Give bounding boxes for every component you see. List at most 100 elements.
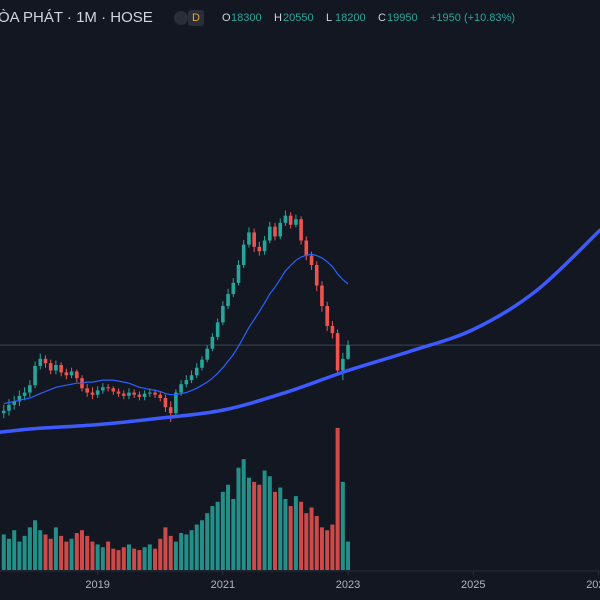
volume-bar <box>69 538 74 570</box>
volume-bar <box>335 427 340 570</box>
volume-bar <box>330 524 335 570</box>
volume-bar <box>158 538 163 570</box>
volume-bar <box>200 520 205 570</box>
volume-bar <box>241 459 246 570</box>
volume-bar <box>215 501 220 570</box>
candle-body <box>335 333 340 371</box>
volume-bar <box>12 530 17 570</box>
x-tick-label: 2021 <box>211 579 235 591</box>
volume-bar <box>184 534 189 570</box>
candle-body <box>262 240 267 252</box>
candle-body <box>111 388 116 392</box>
volume-bar <box>304 513 309 570</box>
volume-bar <box>153 548 158 570</box>
volume-bar <box>262 470 267 570</box>
volume-bar <box>278 487 283 570</box>
candle-body <box>116 391 121 394</box>
candle-body <box>236 265 241 283</box>
icon[interactable] <box>174 11 188 25</box>
candle-body <box>194 367 199 376</box>
badge-bg[interactable] <box>188 10 204 26</box>
x-tick-label: 2027 <box>586 579 600 591</box>
candle-body <box>12 401 17 405</box>
candle-body <box>43 358 48 364</box>
volume-bar <box>325 530 330 570</box>
volume-bar <box>126 544 131 570</box>
moving-average <box>3 253 349 405</box>
candle-body <box>168 407 173 414</box>
candle-body <box>54 364 58 371</box>
volume-bar <box>27 527 32 570</box>
x-tick-label: 2023 <box>336 579 360 591</box>
volume-bar <box>236 467 241 570</box>
candle-body <box>153 392 157 395</box>
volume-bar <box>95 544 100 570</box>
volume-bar <box>168 535 173 570</box>
badge[interactable]: D <box>192 12 200 24</box>
candle-body <box>127 392 131 396</box>
volume-bar <box>59 535 64 570</box>
volume-bar <box>48 538 53 570</box>
volume-bar <box>116 550 121 570</box>
volume-bar <box>106 541 111 570</box>
volume-bar <box>314 516 319 570</box>
candle-body <box>85 388 89 393</box>
volume-bar <box>309 507 314 570</box>
candle-body <box>48 363 53 371</box>
ohlc-value: 18300 <box>231 12 262 24</box>
volume-bar <box>53 527 58 570</box>
candle-body <box>314 265 319 286</box>
candle-body <box>294 219 298 225</box>
candle-body <box>309 255 314 266</box>
volume-bar <box>299 501 304 570</box>
volume-bar <box>173 541 178 570</box>
trend-curve <box>0 228 600 434</box>
candle-body <box>75 371 79 379</box>
candle-body <box>273 226 277 237</box>
volume-bar <box>220 491 225 570</box>
volume-bar <box>252 481 257 570</box>
ohlc-value: 18200 <box>335 12 366 24</box>
candle-body <box>221 306 225 323</box>
candle-body <box>179 384 183 393</box>
volume-bar <box>189 530 194 570</box>
volume-bar <box>111 548 116 570</box>
volume-bar <box>80 530 85 570</box>
ohlc-value: 19950 <box>387 12 418 24</box>
volume-bar <box>163 527 168 570</box>
candle-body <box>101 387 105 391</box>
volume-bar <box>267 476 272 570</box>
volume-bar <box>100 547 105 570</box>
candle-body <box>210 336 215 349</box>
candle-body <box>69 371 74 376</box>
volume-bar <box>132 548 137 570</box>
candle-body <box>184 380 189 385</box>
candle-body <box>132 392 136 395</box>
candle-body <box>226 294 230 307</box>
candle-body <box>346 345 350 359</box>
candle-body <box>267 226 272 241</box>
volume-bar <box>147 544 152 570</box>
ohlc-label: C <box>378 12 386 24</box>
volume-bar <box>194 524 199 570</box>
candle-body <box>247 232 251 245</box>
candle-body <box>22 392 27 396</box>
candle-body <box>252 232 256 247</box>
candle-body <box>1 410 6 414</box>
volume-bar <box>17 541 22 570</box>
candle-body <box>17 395 22 402</box>
volume-bar <box>43 534 48 570</box>
candle-body <box>278 222 283 237</box>
candle-body <box>304 240 309 256</box>
symbol: ÒA PHÁT · 1M · HOSE <box>0 9 153 26</box>
candle-body <box>174 392 178 414</box>
ohlc-label: H <box>274 12 282 24</box>
volume-bar <box>142 547 147 570</box>
candle-body <box>33 365 37 386</box>
volume-bar <box>74 533 79 570</box>
volume-bar <box>346 541 351 570</box>
candle-body <box>38 358 43 366</box>
volume-bar <box>210 506 215 570</box>
